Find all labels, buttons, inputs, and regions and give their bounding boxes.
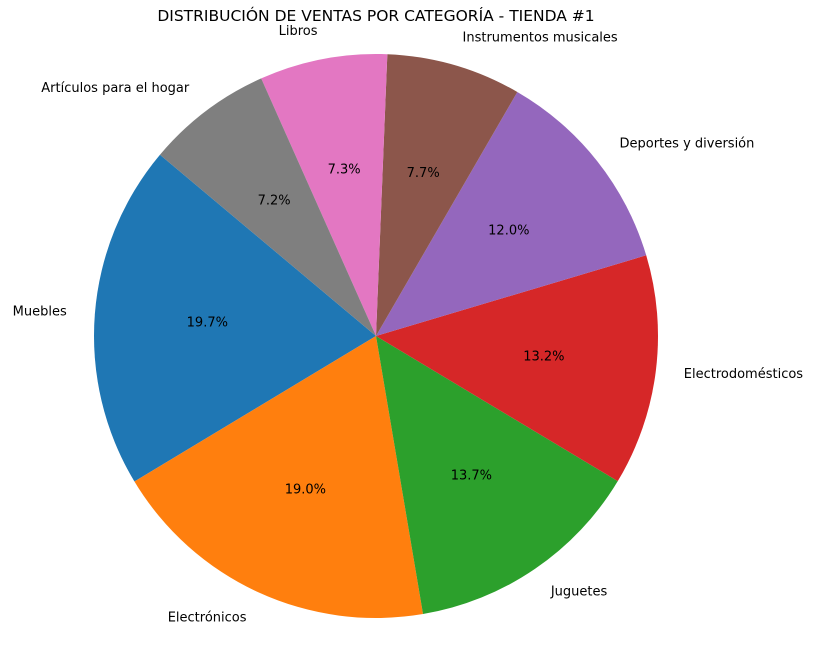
pie-slice-2: [376, 336, 618, 615]
pie-percent-labels: 19.7% 19.0% 13.7% 13.2% 12.0% 7.7% 7.3% 7.2%: [187, 162, 565, 497]
pie-slices: [93, 53, 658, 618]
pie-category-label: Deportes y diversión: [620, 136, 755, 151]
pie-slice-7: [159, 78, 376, 337]
pie-slice-4: [376, 91, 647, 337]
pie-percent-label: 7.3%: [328, 162, 361, 177]
pie-percent-label: 19.7%: [187, 315, 228, 330]
pie-category-label: Instrumentos musicales: [463, 31, 618, 46]
pie-percent-label: 19.0%: [285, 482, 326, 497]
pie-slice-3: [376, 255, 658, 482]
pie-slice-1: [134, 336, 424, 618]
pie-percent-label: 7.7%: [407, 166, 440, 181]
pie-slice-6: [261, 53, 388, 336]
pie-category-label: Electrónicos: [168, 610, 247, 625]
pie-category-labels: Muebles Electrónicos Juguetes Electrodomést…: [13, 24, 804, 626]
pie-category-label: Libros: [279, 24, 318, 39]
chart-title: DISTRIBUCIÓN DE VENTAS POR CATEGORÍA - T…: [157, 6, 594, 25]
pie-slice-5: [376, 54, 518, 337]
pie-percent-label: 13.2%: [523, 350, 564, 365]
pie-percent-label: 7.2%: [258, 193, 291, 208]
pie-percent-label: 12.0%: [488, 224, 529, 239]
pie-percent-label: 13.7%: [451, 468, 492, 483]
pie-category-label: Muebles: [13, 304, 67, 319]
pie-category-label: Electrodomésticos: [684, 367, 804, 382]
pie-category-label: Artículos para el hogar: [41, 81, 190, 96]
pie-slice-0: [93, 154, 376, 482]
pie-category-label: Juguetes: [550, 585, 608, 600]
